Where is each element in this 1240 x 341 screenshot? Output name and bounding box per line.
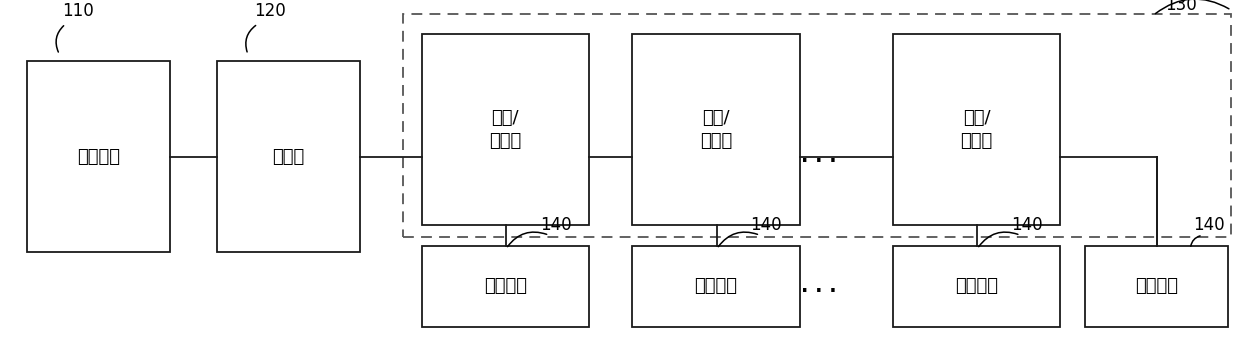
Text: 140: 140 (539, 216, 572, 234)
Text: 远端单元: 远端单元 (694, 278, 738, 295)
Text: 110: 110 (62, 2, 94, 20)
Text: 140: 140 (1193, 216, 1225, 234)
Text: 140: 140 (750, 216, 782, 234)
Bar (403, 14, 1231, 237)
Text: 远端单元: 远端单元 (1135, 278, 1178, 295)
Bar (893, 246, 1060, 327)
Text: 功分/
耦合器: 功分/ 耦合器 (489, 109, 522, 150)
Bar (632, 246, 800, 327)
Bar (422, 34, 589, 225)
Bar (893, 34, 1060, 225)
Bar (422, 246, 589, 327)
Bar (632, 34, 800, 225)
Text: 远端单元: 远端单元 (484, 278, 527, 295)
Text: 合路器: 合路器 (272, 148, 305, 166)
Bar (27, 61, 170, 252)
Text: 140: 140 (1011, 216, 1043, 234)
Text: 功分/
耦合器: 功分/ 耦合器 (960, 109, 993, 150)
Text: 远端单元: 远端单元 (955, 278, 998, 295)
Text: 近端单元: 近端单元 (77, 148, 120, 166)
Bar (217, 61, 360, 252)
Text: . . .: . . . (801, 147, 836, 166)
Text: . . .: . . . (801, 277, 836, 296)
Text: 功分/
耦合器: 功分/ 耦合器 (699, 109, 733, 150)
Text: 130: 130 (1166, 0, 1198, 14)
Bar (1085, 246, 1228, 327)
Text: 120: 120 (254, 2, 286, 20)
